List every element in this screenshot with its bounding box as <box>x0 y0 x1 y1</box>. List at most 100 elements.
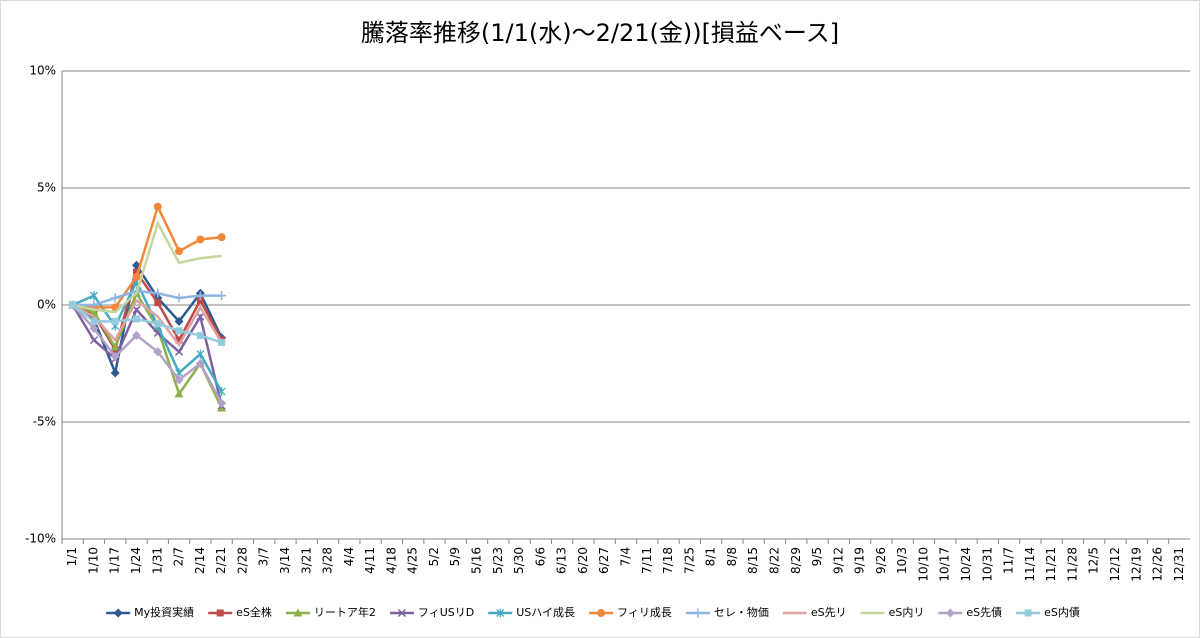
marker <box>175 247 184 256</box>
x-tick-label: 10/24 <box>959 547 973 582</box>
legend-label: USハイ成長 <box>516 606 575 619</box>
series-line <box>71 304 223 344</box>
marker <box>89 291 98 301</box>
marker <box>195 291 205 301</box>
marker <box>397 608 406 618</box>
series-line <box>72 219 222 314</box>
marker <box>196 312 205 321</box>
x-tick-label: 7/25 <box>682 547 696 574</box>
x-tick-label: 1/31 <box>150 547 164 574</box>
marker <box>217 291 227 301</box>
x-tick-label: 8/1 <box>704 547 718 566</box>
legend-label: eS先債 <box>966 605 1002 619</box>
x-tick-label: 6/27 <box>597 547 611 574</box>
marker <box>113 608 123 618</box>
series <box>72 219 222 314</box>
x-tick-label: 3/28 <box>321 547 335 574</box>
x-tick-label: 5/23 <box>491 547 505 574</box>
marker <box>174 293 184 303</box>
y-tick-label: -10% <box>25 532 56 546</box>
y-tick-label: -5% <box>33 415 56 429</box>
marker <box>218 338 226 346</box>
marker <box>217 233 226 242</box>
marker <box>89 307 99 316</box>
marker <box>196 349 205 359</box>
legend-label: eS先リ <box>811 606 847 619</box>
marker <box>196 296 204 304</box>
series-line <box>72 290 223 409</box>
y-tick-label: 0% <box>37 298 56 312</box>
series <box>68 300 227 408</box>
x-tick-label: 11/28 <box>1065 547 1079 582</box>
marker <box>89 336 98 345</box>
marker <box>196 331 204 339</box>
x-tick-label: 9/26 <box>874 547 888 574</box>
marker <box>174 389 184 398</box>
x-tick-label: 12/12 <box>1108 547 1122 582</box>
marker <box>174 375 184 385</box>
x-tick-label: 6/13 <box>555 547 569 574</box>
x-tick-label: 5/9 <box>448 547 462 566</box>
marker <box>89 300 99 310</box>
legend: My投資実績 eS全株 リートア年2 フィUSリD USハイ成長 フィリ成長 セレ・物価 eS… <box>106 605 1080 619</box>
marker <box>153 202 162 211</box>
x-tick-label: 11/14 <box>1023 547 1037 582</box>
x-tick-label: 5/16 <box>470 547 484 574</box>
legend-label: リートア年2 <box>314 605 376 619</box>
marker <box>132 305 141 314</box>
x-tick-label: 10/3 <box>895 547 909 574</box>
legend-label: My投資実績 <box>134 605 194 619</box>
marker <box>110 351 120 361</box>
x-tick-label: 4/4 <box>342 547 356 566</box>
x-tick-label: 8/22 <box>767 547 781 574</box>
series <box>69 301 226 346</box>
marker <box>132 272 141 281</box>
x-tick-label: 8/15 <box>746 547 760 574</box>
x-tick-label: 9/12 <box>831 547 845 574</box>
x-tick-label: 8/29 <box>789 547 803 574</box>
marker <box>196 235 205 244</box>
x-tick-label: 11/21 <box>1044 547 1058 582</box>
marker <box>945 608 955 618</box>
marker <box>217 398 227 408</box>
x-tick-label: 7/11 <box>640 547 654 574</box>
marker <box>111 317 119 325</box>
marker <box>597 609 606 617</box>
x-tick-label: 7/4 <box>619 547 633 566</box>
y-tick-label: 5% <box>37 181 56 195</box>
marker <box>154 320 162 328</box>
x-tick-label: 10/10 <box>916 547 930 582</box>
marker <box>131 330 141 340</box>
legend-label: セレ・物価 <box>714 605 769 619</box>
x-tick-label: 12/31 <box>1172 547 1186 582</box>
marker <box>90 317 98 325</box>
marker <box>1024 609 1032 617</box>
marker <box>110 342 120 351</box>
marker <box>293 608 303 617</box>
marker <box>175 327 183 335</box>
x-tick-label: 6/6 <box>533 547 547 566</box>
x-tick-label: 4/18 <box>384 547 398 574</box>
marker <box>110 293 120 303</box>
series-line <box>71 304 223 404</box>
legend-label: eS全株 <box>236 605 272 619</box>
marker <box>89 323 99 333</box>
x-tick-label: 5/30 <box>512 547 526 574</box>
marker <box>132 315 140 323</box>
x-tick-label: 10/17 <box>938 547 952 582</box>
y-tick-label: 10% <box>29 64 56 78</box>
x-tick-label: 3/7 <box>257 547 271 566</box>
x-tick-label: 6/20 <box>576 547 590 574</box>
marker <box>153 347 163 357</box>
chart-title: 騰落率推移(1/1(水)～2/21(金))[損益ベース] <box>361 19 839 47</box>
x-tick-label: 10/31 <box>980 547 994 582</box>
x-tick-label: 11/7 <box>1002 547 1016 574</box>
x-tick-label: 2/28 <box>235 547 249 574</box>
x-tick-label: 12/19 <box>1129 547 1143 582</box>
marker <box>110 368 120 378</box>
legend-label: eS内リ <box>889 605 925 619</box>
x-tick-label: 3/14 <box>278 547 292 574</box>
marker <box>69 301 77 309</box>
